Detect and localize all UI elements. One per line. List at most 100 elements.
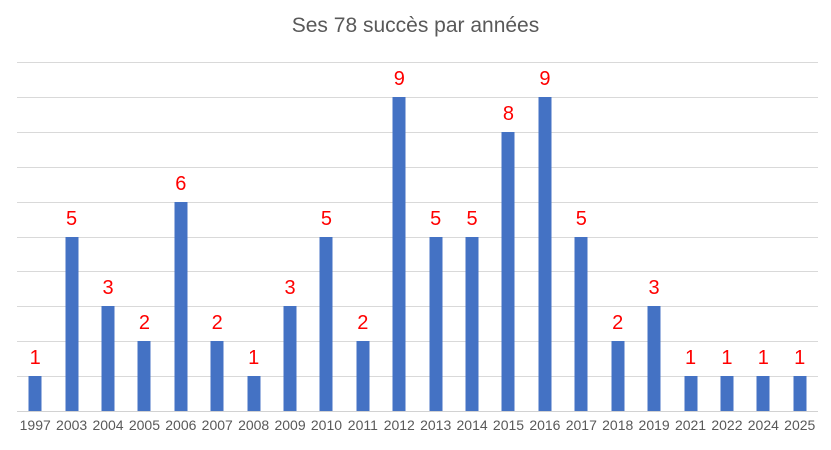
- x-axis-tick-label: 2009: [274, 417, 306, 433]
- bar-value-label: 3: [102, 277, 114, 300]
- bar: [756, 376, 770, 411]
- bar-column: 8: [490, 62, 526, 411]
- bar-value-label: 1: [248, 347, 260, 370]
- bar: [611, 341, 625, 411]
- gridline: [17, 201, 818, 203]
- bar-value-label: 2: [138, 312, 150, 335]
- bar: [429, 236, 443, 411]
- x-axis-tick-label: 2005: [128, 417, 160, 433]
- bar: [283, 306, 297, 411]
- bar-column: 9: [527, 62, 563, 411]
- x-axis-tick-label: 2014: [456, 417, 488, 433]
- bar-column: 3: [272, 62, 308, 411]
- bar-value-label: 6: [175, 172, 187, 195]
- gridline: [17, 376, 818, 378]
- x-axis-tick-label: 2025: [784, 417, 816, 433]
- bar-column: 6: [163, 62, 199, 411]
- x-axis-tick-label: 2012: [383, 417, 415, 433]
- x-axis-tick-label: 2024: [747, 417, 779, 433]
- bar: [684, 376, 698, 411]
- bar-value-label: 1: [29, 347, 41, 370]
- x-axis-tick-label: 2007: [201, 417, 233, 433]
- x-axis-tick-label: 2011: [347, 417, 378, 433]
- bar-column: 5: [454, 62, 490, 411]
- x-axis-tick-label: 2019: [638, 417, 670, 433]
- bar: [174, 201, 188, 411]
- bar-column: 5: [417, 62, 453, 411]
- bar-value-label: 1: [794, 347, 806, 370]
- bar-value-label: 5: [575, 207, 587, 230]
- bar: [101, 306, 115, 411]
- gridline: [17, 271, 818, 273]
- x-axis-tick-label: 2022: [711, 417, 743, 433]
- bar-value-label: 9: [539, 67, 551, 90]
- x-axis-tick-label: 2004: [92, 417, 124, 433]
- x-axis-tick-label: 2021: [674, 417, 707, 433]
- bar-column: 1: [782, 62, 818, 411]
- gridline: [17, 236, 818, 238]
- bar: [793, 376, 807, 411]
- bar-value-label: 8: [502, 102, 515, 125]
- x-axis: 1997 2003 2004 2005 2006 2007 2008 2009 2010 2011…: [17, 417, 818, 434]
- x-axis-tick-label: 2010: [310, 417, 343, 433]
- bar-value-label: 5: [66, 207, 78, 230]
- bar-column: 2: [199, 62, 235, 411]
- x-axis-tick-label: 2013: [420, 417, 452, 433]
- gridline: [17, 96, 818, 98]
- bar-column: 5: [53, 62, 89, 411]
- bar-value-label: 2: [357, 312, 369, 335]
- bar: [538, 96, 552, 411]
- bar: [356, 341, 370, 411]
- bar: [392, 96, 406, 411]
- x-axis-tick-label: 2006: [165, 417, 197, 433]
- gridline: [17, 131, 818, 133]
- bar-value-label: 1: [721, 347, 733, 370]
- bar: [720, 376, 734, 411]
- x-axis-tick-label: 1997: [19, 417, 51, 433]
- bar-value-label: 5: [466, 207, 478, 230]
- bar-value-label: 2: [612, 312, 624, 335]
- plot-area: 1 5 3 2 6 2 1 3 5 2 9 5 5 8 9 5 2 3 1 1 1 1: [17, 62, 818, 412]
- bar-column: 5: [563, 62, 599, 411]
- bar-column: 3: [636, 62, 672, 411]
- bar-column: 5: [308, 62, 344, 411]
- x-axis-tick-label: 2015: [492, 417, 525, 433]
- bar-value-label: 3: [648, 277, 660, 300]
- bar-value-label: 3: [284, 277, 296, 300]
- bar-column: 1: [672, 62, 708, 411]
- bar-column: 1: [745, 62, 781, 411]
- bar-value-label: 9: [393, 67, 405, 90]
- bar-column: 1: [709, 62, 745, 411]
- bar-column: 2: [345, 62, 381, 411]
- bar: [319, 236, 333, 411]
- bar: [247, 376, 261, 411]
- bar: [28, 376, 42, 411]
- bar-column: 1: [235, 62, 271, 411]
- chart-title: Ses 78 succès par années: [291, 14, 540, 37]
- bar-value-label: 1: [684, 347, 697, 370]
- gridline: [17, 166, 818, 168]
- bar-column: 1: [17, 62, 53, 411]
- bar-column: 9: [381, 62, 417, 411]
- bar: [210, 341, 224, 411]
- bar-value-label: 1: [757, 347, 769, 370]
- gridline: [17, 62, 818, 63]
- x-axis-tick-label: 2016: [529, 417, 561, 433]
- gridline: [17, 341, 818, 343]
- bar-column: 2: [600, 62, 636, 411]
- bar: [137, 341, 151, 411]
- x-axis-tick-label: 2008: [238, 417, 270, 433]
- x-axis-tick-label: 2003: [56, 417, 88, 433]
- bar-column: 2: [126, 62, 162, 411]
- bar-column: 3: [90, 62, 126, 411]
- bar-value-label: 2: [211, 312, 223, 335]
- gridline: [17, 306, 818, 308]
- bar: [574, 236, 588, 411]
- bar-value-label: 5: [320, 207, 333, 230]
- bar: [501, 131, 515, 411]
- bar: [647, 306, 661, 411]
- bar-value-label: 5: [430, 207, 442, 230]
- bar: [65, 236, 79, 411]
- x-axis-tick-label: 2017: [565, 417, 597, 433]
